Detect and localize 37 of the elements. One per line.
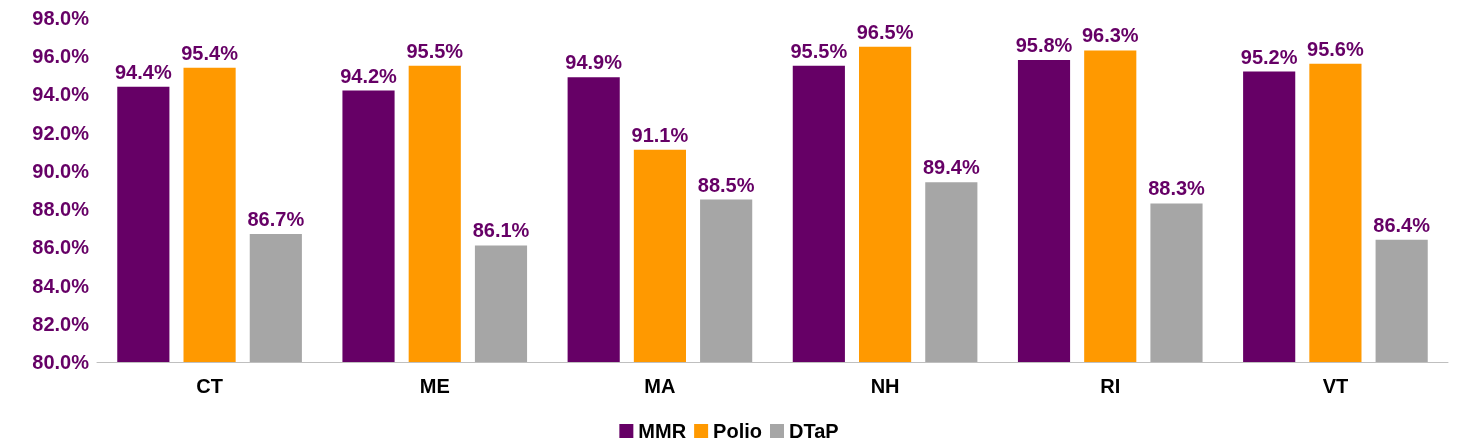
y-tick-label: 84.0% bbox=[32, 274, 90, 297]
data-label: 89.4% bbox=[922, 156, 980, 179]
legend-label: MMR bbox=[638, 420, 687, 442]
data-label: 86.4% bbox=[1373, 213, 1431, 236]
data-label: 88.5% bbox=[697, 173, 755, 196]
x-tick-label: VT bbox=[1322, 375, 1349, 397]
legend-label: Polio bbox=[713, 420, 763, 442]
x-tick-label: ME bbox=[419, 375, 450, 397]
data-label: 94.2% bbox=[340, 64, 398, 87]
data-label: 91.1% bbox=[631, 123, 689, 146]
data-label: 95.5% bbox=[406, 39, 464, 62]
y-tick-label: 80.0% bbox=[32, 351, 90, 373]
y-tick-label: 88.0% bbox=[32, 198, 90, 221]
data-label: 96.5% bbox=[856, 20, 914, 43]
y-tick-label: 98.0% bbox=[32, 7, 90, 29]
data-label: 88.3% bbox=[1148, 177, 1206, 200]
y-tick-label: 92.0% bbox=[32, 121, 90, 144]
y-tick-label: 96.0% bbox=[32, 45, 90, 68]
data-label: 86.1% bbox=[472, 219, 530, 242]
y-tick-label: 94.0% bbox=[32, 83, 90, 106]
y-tick-label: 86.0% bbox=[32, 236, 90, 259]
data-label: 96.3% bbox=[1081, 24, 1139, 47]
data-label: 86.7% bbox=[247, 207, 305, 230]
data-label: 95.4% bbox=[181, 41, 239, 64]
data-label: 95.2% bbox=[1240, 45, 1298, 68]
y-tick-label: 90.0% bbox=[32, 159, 90, 182]
data-label: 94.4% bbox=[114, 60, 172, 83]
x-tick-label: RI bbox=[1100, 375, 1121, 397]
x-tick-label: CT bbox=[196, 375, 223, 397]
data-label: 95.6% bbox=[1307, 37, 1364, 60]
y-tick-label: 82.0% bbox=[32, 312, 90, 335]
data-label: 94.9% bbox=[565, 51, 623, 74]
x-tick-label: MA bbox=[644, 375, 676, 397]
data-label: 95.8% bbox=[1015, 34, 1073, 57]
x-tick-label: NH bbox=[870, 375, 900, 397]
data-label: 95.5% bbox=[790, 39, 848, 62]
legend-label: DTaP bbox=[789, 420, 839, 442]
